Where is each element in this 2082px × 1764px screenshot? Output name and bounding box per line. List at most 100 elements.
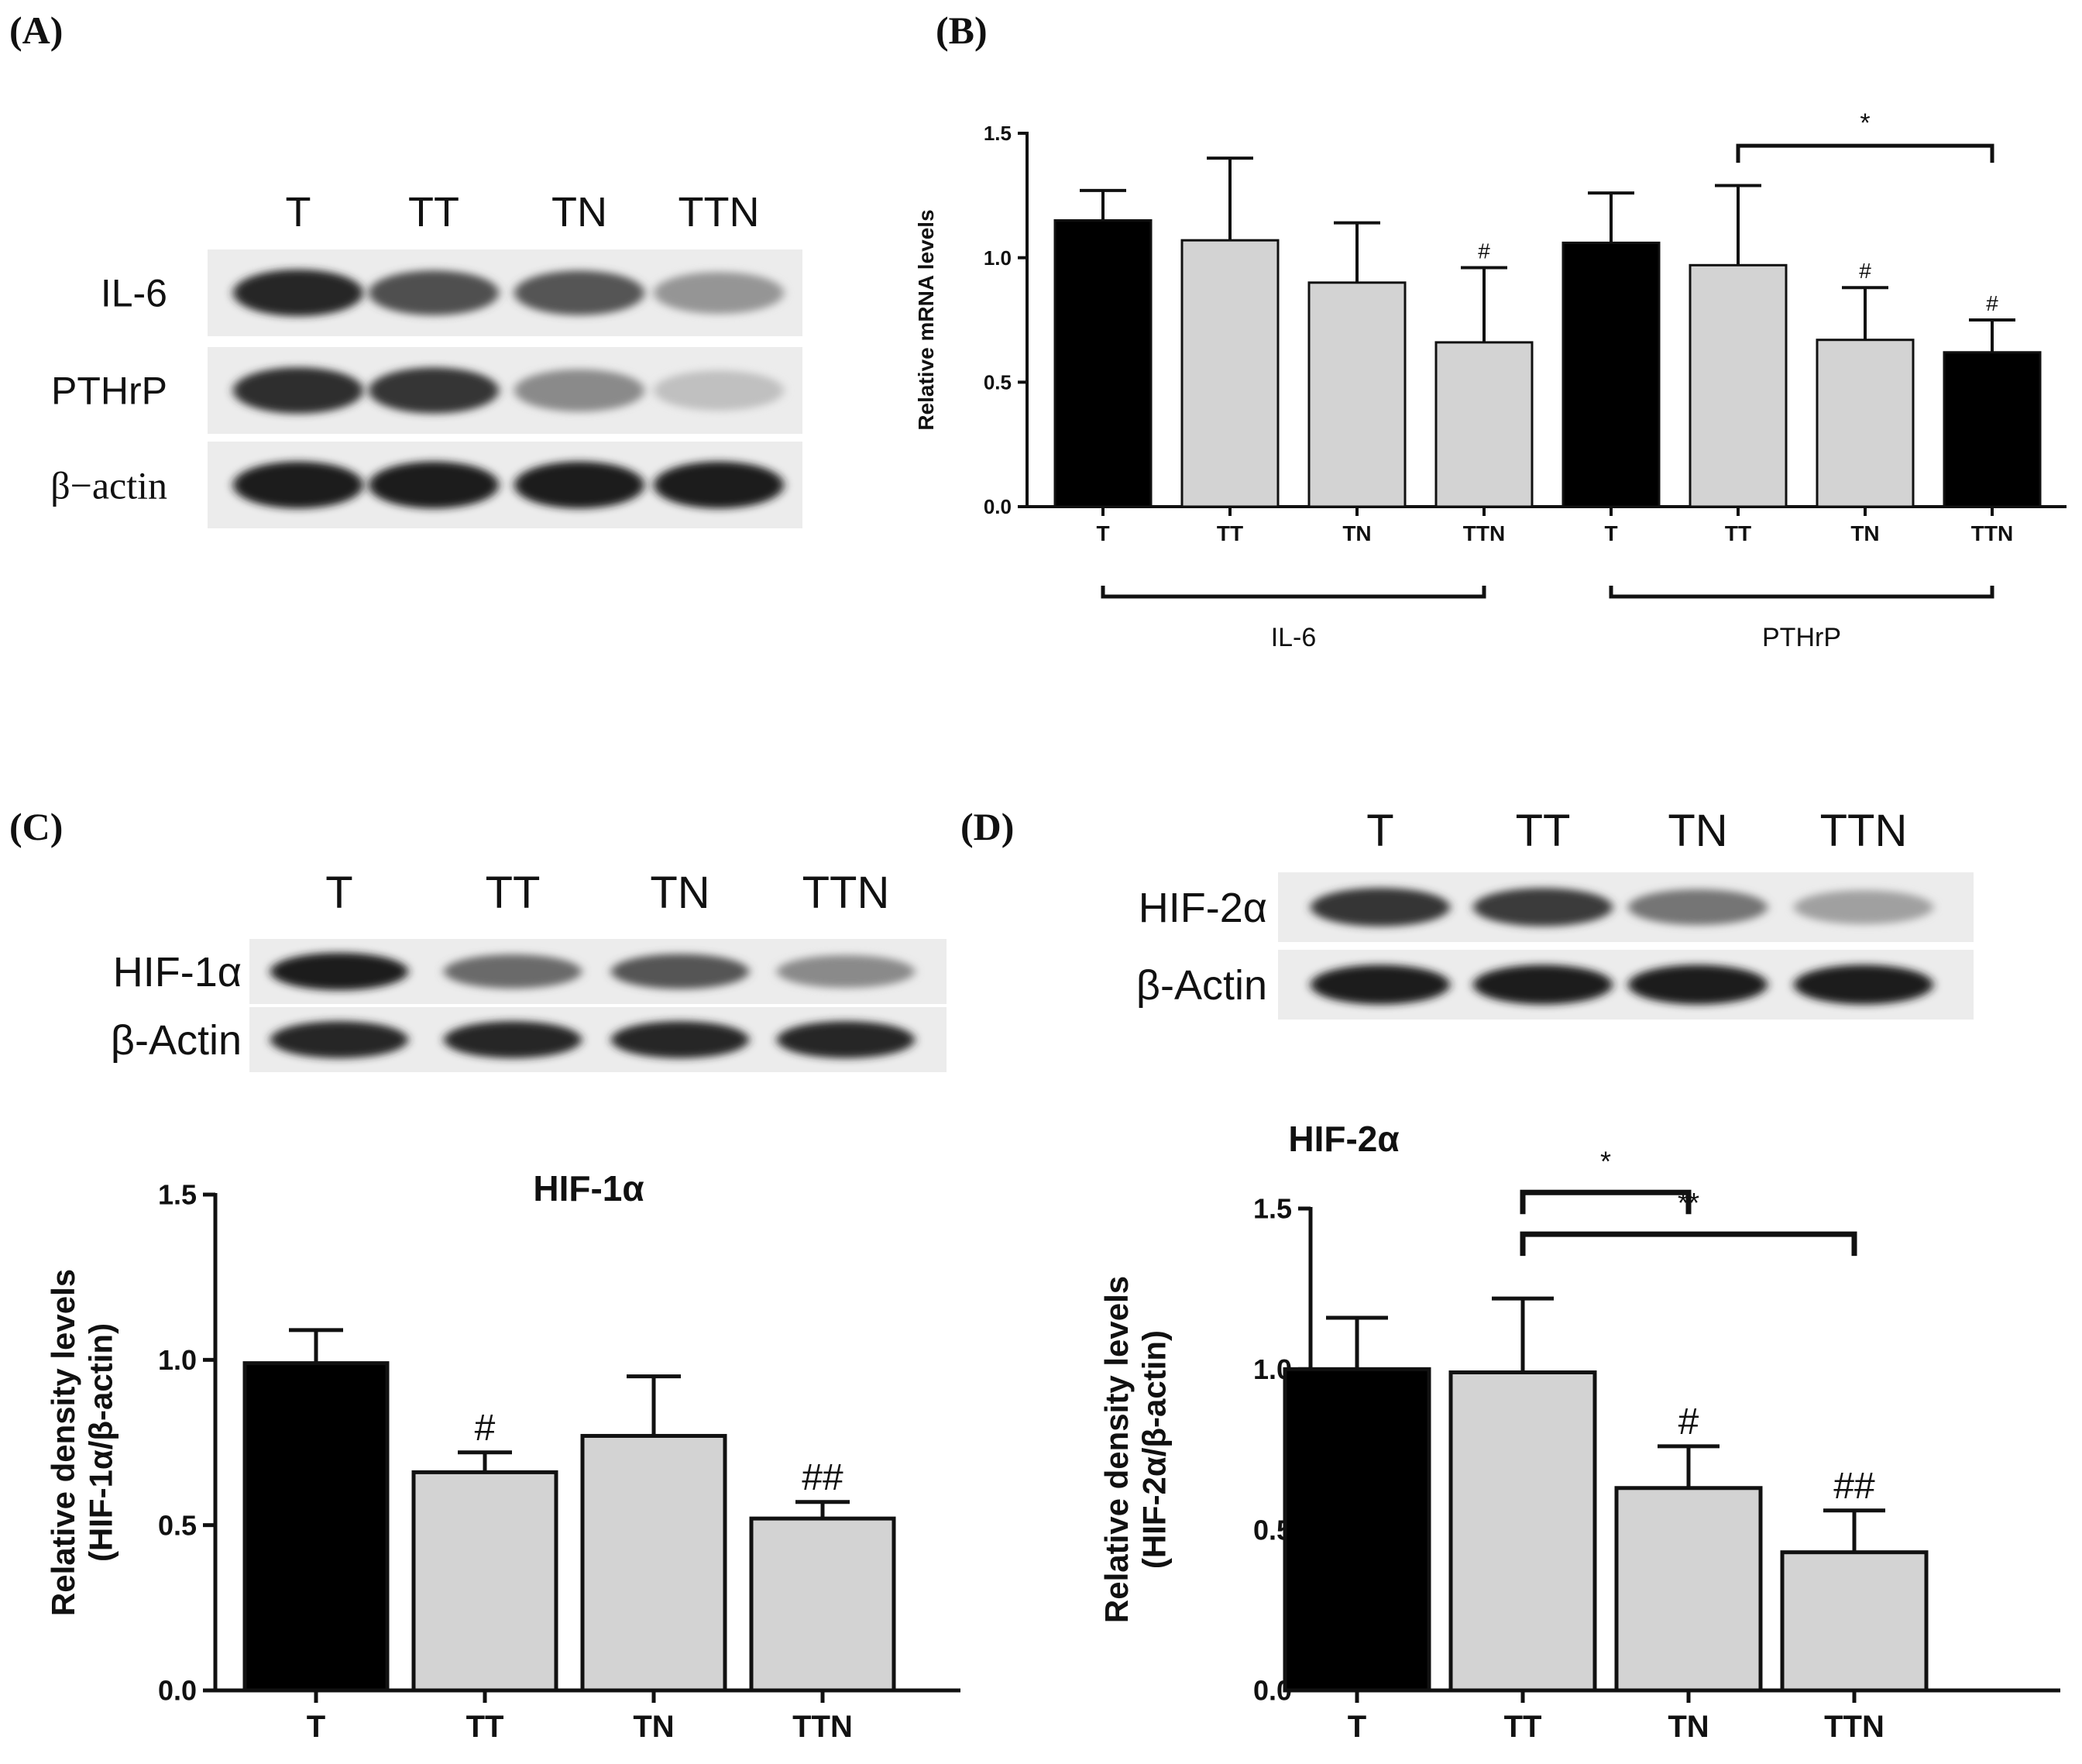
y-tick-label: 0.5 xyxy=(984,370,1012,394)
panel-label-a: (A) xyxy=(9,9,64,52)
bar xyxy=(1816,339,1915,508)
bar xyxy=(1283,1367,1431,1693)
blot-band xyxy=(233,269,363,317)
bar xyxy=(580,1433,727,1693)
y-tick-label: 0.0 xyxy=(984,495,1012,518)
y-axis-label: Relative density levels xyxy=(1098,1276,1135,1623)
blot-band xyxy=(1473,965,1613,1005)
blot-band xyxy=(233,367,363,414)
lane-label: TTN xyxy=(802,868,890,918)
y-tick-label: 1.5 xyxy=(984,122,1012,145)
blot-band xyxy=(233,461,363,509)
bar xyxy=(1180,239,1280,508)
y-tick-label: 0.5 xyxy=(158,1509,197,1541)
y-tick-label: 1.0 xyxy=(158,1344,197,1376)
lane-label: TT xyxy=(408,189,459,236)
x-tick-label: TTN xyxy=(1463,521,1505,545)
chart-b: 0.00.51.01.5T TT TN TTN#T TT TN#TTN#Relative … xyxy=(914,108,2067,652)
x-tick-label: T xyxy=(1096,521,1109,545)
blot-row-label: HIF-1α xyxy=(113,949,242,995)
chart-d: 0.00.51.01.5T TT TN#TTN##Relative density … xyxy=(1098,1119,2060,1744)
x-tick-label: TTN xyxy=(1824,1710,1884,1744)
x-tick-label: TT xyxy=(1725,521,1751,545)
bar xyxy=(1780,1550,1929,1693)
x-tick-label: TN xyxy=(1850,521,1879,545)
panel-label-b: (B) xyxy=(936,9,988,52)
significance-bracket xyxy=(1736,143,1994,163)
lane-label: TTN xyxy=(679,189,760,236)
blot-row-label: β-Actin xyxy=(111,1017,242,1064)
bar xyxy=(1614,1486,1763,1693)
blot-row-label: PTHrP xyxy=(51,370,167,413)
significance-mark: # xyxy=(1478,239,1490,263)
blot-band xyxy=(1628,889,1768,926)
chart-title: HIF-1α xyxy=(533,1168,644,1209)
lane-label: T xyxy=(1366,806,1393,856)
blot-band xyxy=(777,954,915,989)
bracket-label: * xyxy=(1600,1145,1611,1177)
blot-band xyxy=(1628,965,1768,1005)
x-tick-label: TN xyxy=(1668,1710,1709,1744)
x-tick-label: TN xyxy=(1342,521,1371,545)
bar xyxy=(749,1516,896,1693)
blot-band xyxy=(611,954,749,989)
significance-mark: ## xyxy=(1833,1466,1875,1507)
chart-title: HIF-2α xyxy=(1288,1119,1399,1159)
lane-label: T xyxy=(286,189,311,236)
bar xyxy=(1434,341,1534,508)
bar xyxy=(1307,281,1407,508)
lane-label: TTN xyxy=(1820,806,1908,856)
blot-band xyxy=(369,270,499,315)
y-tick-label: 1.0 xyxy=(984,246,1012,270)
blot-row-label: HIF-2α xyxy=(1139,885,1267,931)
y-tick-label: 0.0 xyxy=(158,1675,197,1707)
panel-label-d: (D) xyxy=(960,805,1015,848)
blot-band xyxy=(1311,965,1450,1005)
blot-band xyxy=(654,370,784,411)
y-axis-label: Relative mRNA levels xyxy=(914,209,938,430)
bar xyxy=(1689,263,1788,508)
group-bracket xyxy=(1101,586,1486,599)
lane-label: T xyxy=(325,868,352,918)
y-axis-label-2: (HIF-1α/β-actin) xyxy=(82,1323,119,1562)
blot-band xyxy=(270,1021,408,1058)
significance-mark: ## xyxy=(802,1457,843,1498)
bar xyxy=(1448,1370,1597,1693)
y-tick-label: 1.5 xyxy=(1253,1193,1292,1225)
blot-band xyxy=(1794,965,1933,1005)
x-tick-label: TT xyxy=(1504,1710,1542,1744)
blot-band xyxy=(369,461,499,509)
bracket-label: * xyxy=(1860,108,1870,138)
bar xyxy=(242,1361,390,1693)
x-tick-label: TT xyxy=(466,1710,504,1744)
lane-label: TT xyxy=(486,868,541,918)
blot-row-label: β−actin xyxy=(50,464,167,507)
blot-band xyxy=(654,271,784,315)
x-tick-label: TN xyxy=(633,1710,674,1744)
x-tick-label: TT xyxy=(1217,521,1243,545)
lane-label: TT xyxy=(1516,806,1571,856)
significance-mark: # xyxy=(1678,1401,1699,1442)
lane-label: TN xyxy=(551,189,607,236)
x-tick-label: TTN xyxy=(1971,521,2013,545)
bar xyxy=(1053,218,1153,508)
x-tick-label: T xyxy=(307,1710,325,1744)
bar xyxy=(1562,241,1661,508)
y-tick-label: 1.5 xyxy=(158,1179,197,1211)
blot-band xyxy=(444,1021,582,1058)
blot-band xyxy=(1794,890,1933,924)
x-tick-label: TTN xyxy=(792,1710,853,1744)
panel-label-c: (C) xyxy=(9,805,64,848)
significance-bracket xyxy=(1520,1231,1857,1257)
blot-row-label: β-Actin xyxy=(1136,962,1267,1009)
significance-mark: # xyxy=(475,1408,496,1449)
x-tick-label: T xyxy=(1604,521,1617,545)
y-axis-label: Relative density levels xyxy=(45,1269,81,1616)
blot-band xyxy=(514,270,644,315)
blot-band xyxy=(654,461,784,509)
blot-band xyxy=(514,369,644,412)
